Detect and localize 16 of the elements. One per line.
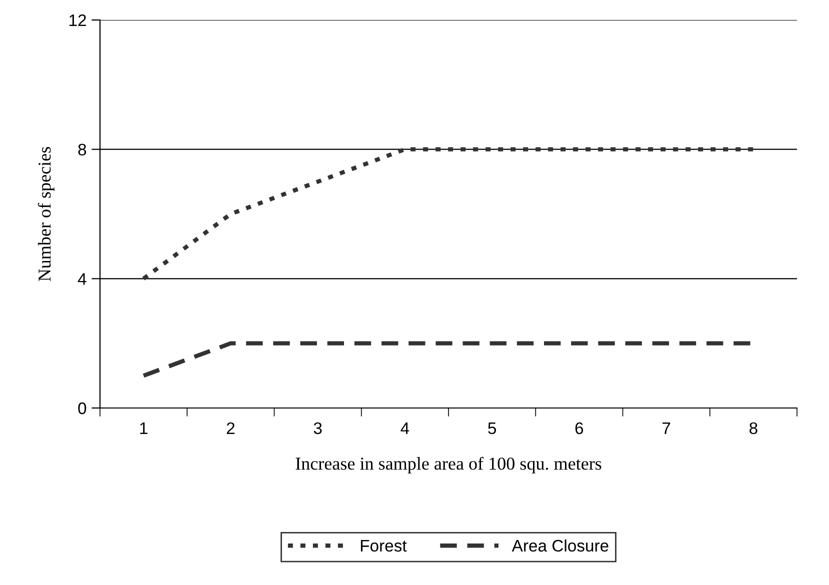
x-tick-label: 5	[488, 422, 496, 434]
y-tick-label: 0	[78, 402, 86, 414]
x-tick-label: 2	[226, 422, 234, 434]
legend-label: Area Closure	[512, 539, 608, 552]
y-axis-title: Number of species	[38, 146, 54, 282]
x-tick-label: 7	[662, 422, 670, 434]
x-axis-title: Increase in sample area of 100 squ. meters	[296, 456, 602, 474]
x-tick-label: 4	[400, 422, 410, 434]
x-tick-label: 8	[750, 422, 758, 434]
x-tick-label: 6	[575, 422, 584, 434]
x-tick-label: 1	[140, 422, 148, 434]
y-tick-label: 8	[78, 144, 86, 156]
legend-label: Forest	[360, 540, 407, 552]
y-tick-label: 4	[78, 273, 86, 285]
x-tick-label: 3	[314, 422, 322, 434]
y-tick-label: 12	[70, 14, 86, 26]
